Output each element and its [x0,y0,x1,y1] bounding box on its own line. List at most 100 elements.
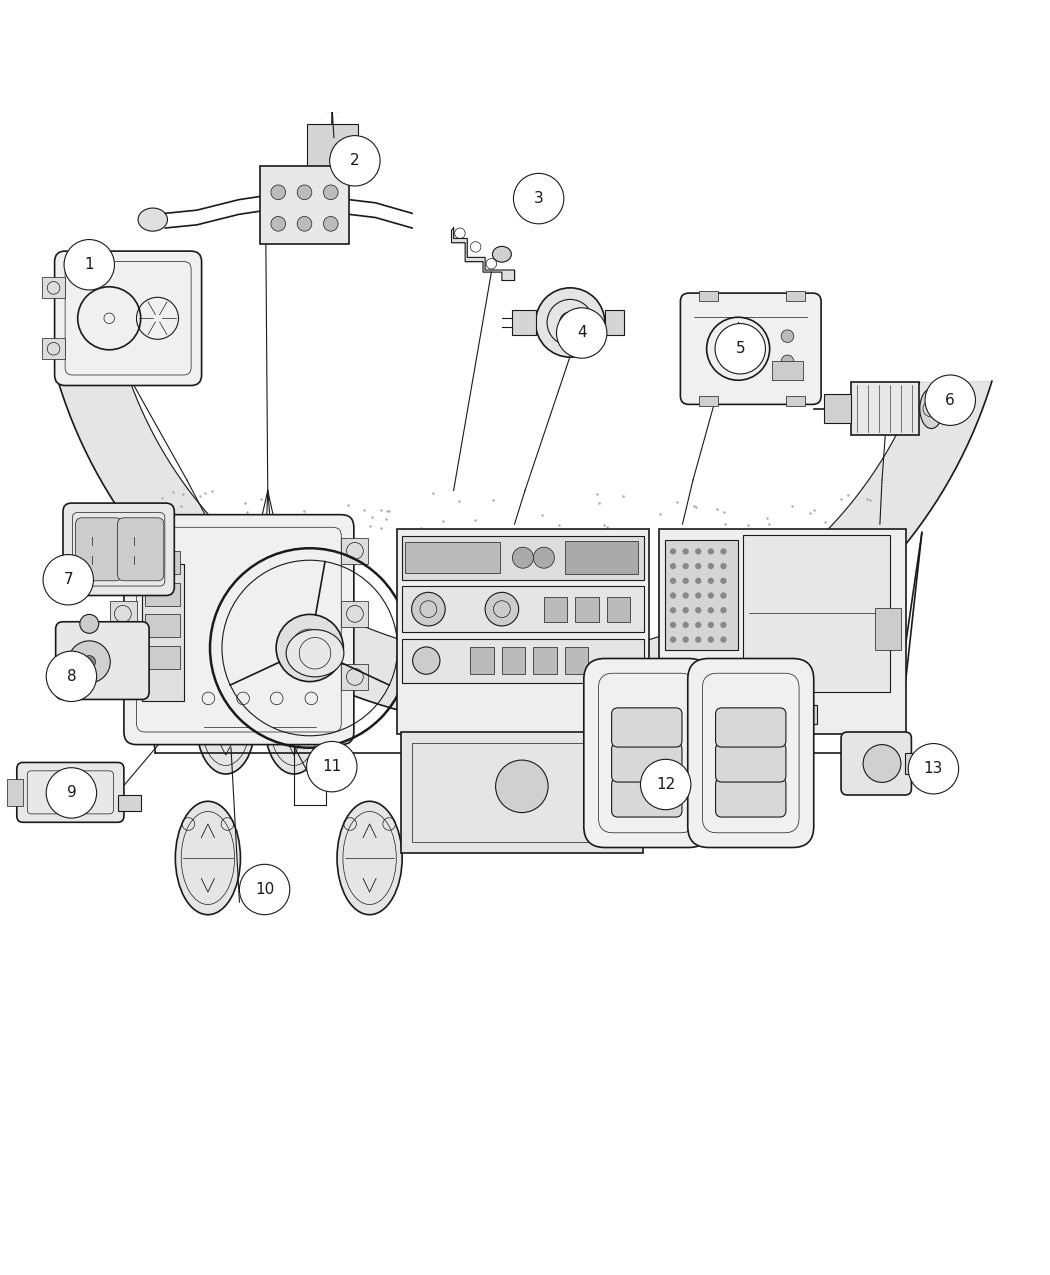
Ellipse shape [138,208,167,231]
Circle shape [695,564,701,569]
Bar [402,536,644,580]
Circle shape [720,607,727,613]
Text: 9: 9 [66,785,77,801]
Circle shape [46,768,97,819]
Circle shape [695,636,701,643]
Circle shape [682,593,689,599]
Circle shape [485,593,519,626]
Circle shape [720,622,727,629]
Circle shape [670,622,676,629]
Bar [397,529,649,734]
Circle shape [560,312,581,333]
Bar [145,646,180,669]
Circle shape [708,636,714,643]
Bar [401,732,643,853]
Ellipse shape [175,801,240,914]
Bar [341,664,367,690]
Text: 2: 2 [350,153,360,168]
Circle shape [670,548,676,555]
FancyBboxPatch shape [56,622,149,700]
Bar [470,646,494,674]
Circle shape [708,578,714,584]
Circle shape [239,864,290,914]
FancyBboxPatch shape [716,778,785,817]
Circle shape [64,240,114,289]
Circle shape [720,593,727,599]
Circle shape [682,548,689,555]
Bar [42,338,65,360]
Circle shape [83,655,96,668]
Bar [42,278,65,298]
Bar [575,597,598,622]
Bar [699,291,718,301]
Circle shape [323,217,338,231]
Bar [665,539,738,650]
Circle shape [670,607,676,613]
Circle shape [708,607,714,613]
Bar [607,597,630,622]
Bar [405,542,500,574]
Bar [786,291,805,301]
Circle shape [640,760,691,810]
Bar [145,615,180,638]
Circle shape [695,607,701,613]
Bar [544,597,567,622]
Circle shape [682,622,689,629]
Text: 7: 7 [63,572,74,588]
Bar [512,310,536,335]
Circle shape [68,641,110,683]
Circle shape [682,636,689,643]
Bar [142,564,184,700]
Circle shape [412,593,445,626]
Circle shape [732,343,744,354]
Ellipse shape [920,389,943,428]
Bar [699,397,718,407]
FancyBboxPatch shape [124,515,354,745]
Ellipse shape [492,246,511,263]
Circle shape [271,217,286,231]
Circle shape [307,742,357,792]
FancyBboxPatch shape [55,251,202,385]
FancyBboxPatch shape [63,504,174,595]
FancyBboxPatch shape [611,743,682,782]
Text: 13: 13 [924,761,943,776]
Text: 12: 12 [656,776,675,792]
Circle shape [682,578,689,584]
Circle shape [297,217,312,231]
Bar [502,646,525,674]
Circle shape [720,548,727,555]
Text: 11: 11 [322,759,341,774]
Polygon shape [452,228,514,280]
Bar [659,529,906,734]
FancyBboxPatch shape [716,743,785,782]
Bar [341,601,367,627]
Circle shape [781,354,794,367]
Circle shape [670,578,676,584]
Circle shape [46,652,97,701]
Circle shape [513,173,564,224]
Circle shape [708,593,714,599]
Text: 4: 4 [576,325,587,340]
Ellipse shape [265,680,323,774]
Circle shape [43,555,93,604]
FancyBboxPatch shape [76,518,122,581]
Circle shape [781,330,794,343]
Circle shape [297,185,312,200]
Text: 1: 1 [84,258,94,273]
Circle shape [271,185,286,200]
Bar [533,646,556,674]
Circle shape [708,548,714,555]
Bar [259,166,349,245]
Circle shape [512,547,533,569]
FancyBboxPatch shape [688,658,814,848]
Ellipse shape [286,630,344,677]
Circle shape [323,185,338,200]
Circle shape [720,564,727,569]
Bar [118,796,141,811]
Bar [875,608,901,650]
Bar [402,639,644,682]
Circle shape [715,324,765,374]
FancyBboxPatch shape [841,732,911,796]
Bar [905,754,921,774]
Bar [850,382,919,435]
